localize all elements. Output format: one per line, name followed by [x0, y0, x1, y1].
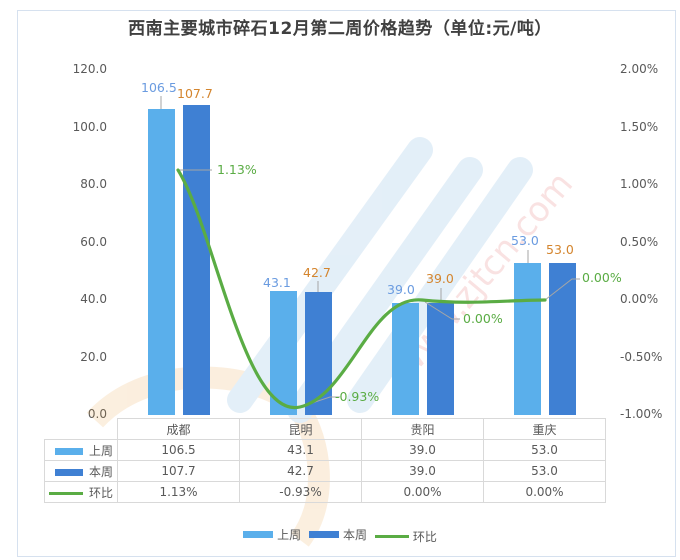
right-axis-tick: 0.00%	[620, 292, 659, 306]
bar-last-week-chongqing	[514, 263, 541, 415]
table-cell: 42.7	[239, 460, 362, 482]
category-header: 重庆	[483, 418, 606, 440]
right-axis-tick: 0.50%	[620, 235, 659, 249]
bar-this-week-guiyang	[427, 303, 454, 415]
row-label: 本周	[88, 464, 113, 479]
right-axis-tick: 2.00%	[620, 62, 659, 76]
table-row: 上周 106.5 43.1 39.0 53.0	[44, 439, 606, 461]
right-axis-tick: -0.50%	[620, 350, 663, 364]
mom-swatch-icon	[48, 491, 83, 495]
mom-line	[176, 168, 547, 409]
left-axis-tick: 0.0	[87, 407, 107, 421]
left-axis-tick: 60.0	[80, 235, 107, 249]
table-row: 本周 107.7 42.7 39.0 53.0	[44, 460, 606, 482]
left-axis-tick: 80.0	[80, 177, 107, 191]
category-header: 昆明	[239, 418, 362, 440]
data-label-this-week: 42.7	[303, 265, 331, 280]
table-cell: 107.7	[117, 460, 240, 482]
category-header: 贵阳	[361, 418, 484, 440]
data-label-last-week: 39.0	[387, 282, 415, 297]
legend-item-last-week[interactable]: 上周	[243, 526, 301, 543]
right-axis-tick: -1.00%	[620, 407, 663, 421]
data-label-mom: -0.93%	[335, 389, 380, 404]
bar-last-week-guiyang	[392, 303, 419, 415]
data-label-this-week: 53.0	[546, 242, 574, 257]
table-cell: 53.0	[483, 439, 606, 461]
table-cell: 106.5	[117, 439, 240, 461]
last-week-swatch-icon	[54, 447, 83, 455]
row-label: 环比	[88, 485, 113, 500]
table-cell: 0.00%	[483, 481, 606, 503]
mom-legend-icon	[374, 535, 409, 538]
bar-this-week-chengdu	[183, 105, 210, 415]
table-cell: 39.0	[361, 460, 484, 482]
table-row: 环比 1.13% -0.93% 0.00% 0.00%	[44, 481, 606, 503]
legend-item-mom[interactable]: 环比	[374, 528, 437, 545]
table-cell: 53.0	[483, 460, 606, 482]
legend: 上周 本周 环比	[0, 526, 680, 545]
bar-last-week-kunming	[270, 291, 297, 415]
table-cell: -0.93%	[239, 481, 362, 503]
data-label-mom: 1.13%	[217, 162, 257, 177]
last-week-legend-icon	[243, 531, 274, 538]
table-header-row: 成都 昆明 贵阳 重庆	[44, 418, 606, 440]
right-axis-tick: 1.00%	[620, 177, 659, 191]
data-label-this-week: 107.7	[177, 86, 213, 101]
this-week-legend-icon	[308, 531, 339, 538]
bar-this-week-chongqing	[549, 263, 576, 415]
data-label-last-week: 43.1	[263, 275, 291, 290]
data-label-last-week: 53.0	[511, 233, 539, 248]
table-cell: 1.13%	[117, 481, 240, 503]
data-label-last-week: 106.5	[141, 80, 177, 95]
left-axis-tick: 40.0	[80, 292, 107, 306]
legend-item-this-week[interactable]: 本周	[308, 526, 367, 543]
row-label: 上周	[88, 443, 113, 458]
bar-last-week-chengdu	[148, 109, 175, 415]
left-axis-tick: 20.0	[80, 350, 107, 364]
data-table: 成都 昆明 贵阳 重庆 上周 106.5 43.1 39.0 53.0 本周 1…	[44, 418, 606, 503]
category-header: 成都	[117, 418, 240, 440]
table-cell: 43.1	[239, 439, 362, 461]
data-label-this-week: 39.0	[426, 271, 454, 286]
left-axis-tick: 120.0	[72, 62, 107, 76]
this-week-swatch-icon	[54, 468, 83, 476]
bar-this-week-kunming	[305, 292, 332, 415]
left-axis-tick: 100.0	[72, 120, 107, 134]
chart-title: 西南主要城市碎石12月第二周价格趋势（单位:元/吨）	[128, 19, 552, 39]
data-label-mom: 0.00%	[582, 270, 622, 285]
table-cell: 0.00%	[361, 481, 484, 503]
table-cell: 39.0	[361, 439, 484, 461]
right-axis-tick: 1.50%	[620, 120, 659, 134]
data-label-mom: 0.00%	[463, 311, 503, 326]
